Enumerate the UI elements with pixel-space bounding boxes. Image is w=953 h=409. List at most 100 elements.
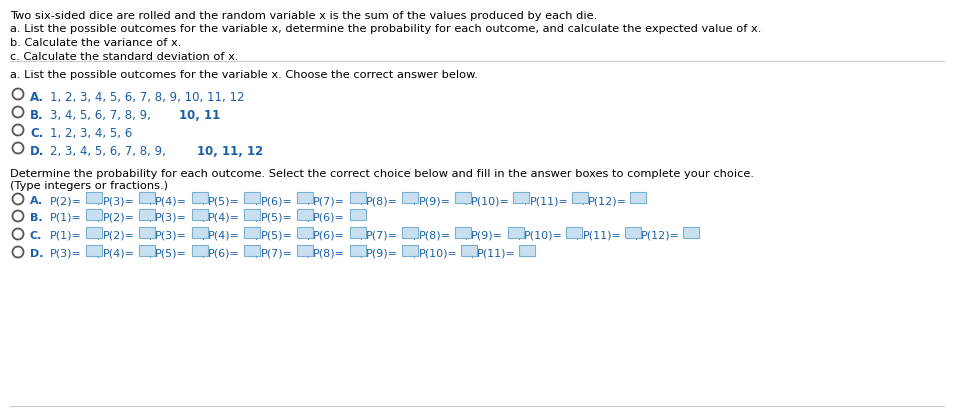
Text: ,: , xyxy=(201,249,205,259)
Text: A.: A. xyxy=(30,91,44,104)
Text: ,: , xyxy=(575,231,578,241)
FancyBboxPatch shape xyxy=(350,209,365,220)
FancyBboxPatch shape xyxy=(507,227,523,238)
Text: ,: , xyxy=(306,231,310,241)
Text: ,: , xyxy=(149,231,152,241)
Text: P(2)=: P(2)= xyxy=(103,213,134,223)
Text: ,: , xyxy=(201,231,205,241)
FancyBboxPatch shape xyxy=(455,227,471,238)
Text: ,: , xyxy=(634,231,637,241)
Text: (Type integers or fractions.): (Type integers or fractions.) xyxy=(10,181,168,191)
Text: ,: , xyxy=(412,231,415,241)
Text: ,: , xyxy=(96,231,99,241)
Text: ,: , xyxy=(201,213,205,223)
Text: a. List the possible outcomes for the variable x, determine the probability for : a. List the possible outcomes for the va… xyxy=(10,25,760,34)
FancyBboxPatch shape xyxy=(455,191,471,202)
Text: P(2)=: P(2)= xyxy=(103,231,134,241)
Text: P(10)=: P(10)= xyxy=(418,249,457,259)
FancyBboxPatch shape xyxy=(565,227,581,238)
Text: c. Calculate the standard deviation of x.: c. Calculate the standard deviation of x… xyxy=(10,52,238,61)
Text: P(11)=: P(11)= xyxy=(529,196,568,206)
Text: P(3)=: P(3)= xyxy=(155,213,187,223)
Text: P(8)=: P(8)= xyxy=(313,249,345,259)
Text: P(4)=: P(4)= xyxy=(103,249,134,259)
Text: C.: C. xyxy=(30,231,42,241)
Text: D.: D. xyxy=(30,145,45,158)
FancyBboxPatch shape xyxy=(513,191,529,202)
FancyBboxPatch shape xyxy=(296,227,313,238)
Text: P(11)=: P(11)= xyxy=(582,231,620,241)
Text: D.: D. xyxy=(30,249,44,259)
FancyBboxPatch shape xyxy=(402,227,418,238)
FancyBboxPatch shape xyxy=(139,245,155,256)
Text: ,: , xyxy=(359,231,362,241)
Text: ,: , xyxy=(522,196,526,206)
FancyBboxPatch shape xyxy=(139,191,155,202)
Text: P(10)=: P(10)= xyxy=(471,196,510,206)
Text: P(10)=: P(10)= xyxy=(523,231,562,241)
FancyBboxPatch shape xyxy=(244,227,260,238)
Text: P(4)=: P(4)= xyxy=(155,196,187,206)
FancyBboxPatch shape xyxy=(139,209,155,220)
Text: 1, 2, 3, 4, 5, 6, 7, 8, 9, 10, 11, 12: 1, 2, 3, 4, 5, 6, 7, 8, 9, 10, 11, 12 xyxy=(50,91,244,104)
FancyBboxPatch shape xyxy=(87,227,102,238)
Text: ,: , xyxy=(517,231,520,241)
FancyBboxPatch shape xyxy=(630,191,646,202)
Text: C.: C. xyxy=(30,127,43,140)
Text: P(7)=: P(7)= xyxy=(366,231,397,241)
FancyBboxPatch shape xyxy=(460,245,476,256)
FancyBboxPatch shape xyxy=(402,191,418,202)
Text: P(4)=: P(4)= xyxy=(208,213,240,223)
Text: P(2)=: P(2)= xyxy=(50,196,82,206)
FancyBboxPatch shape xyxy=(192,227,208,238)
Text: ,: , xyxy=(359,196,362,206)
Text: ,: , xyxy=(464,231,468,241)
Text: P(3)=: P(3)= xyxy=(50,249,82,259)
Text: P(3)=: P(3)= xyxy=(155,231,187,241)
Text: 10, 11, 12: 10, 11, 12 xyxy=(197,145,263,158)
Text: 3, 4, 5, 6, 7, 8, 9,: 3, 4, 5, 6, 7, 8, 9, xyxy=(50,109,154,122)
Text: P(12)=: P(12)= xyxy=(588,196,626,206)
FancyBboxPatch shape xyxy=(87,209,102,220)
Text: ,: , xyxy=(470,249,474,259)
Text: a. List the possible outcomes for the variable x. Choose the correct answer belo: a. List the possible outcomes for the va… xyxy=(10,70,477,80)
FancyBboxPatch shape xyxy=(87,245,102,256)
Text: P(5)=: P(5)= xyxy=(260,213,293,223)
Text: ,: , xyxy=(149,213,152,223)
Text: ,: , xyxy=(96,213,99,223)
Text: P(6)=: P(6)= xyxy=(208,249,239,259)
Text: ,: , xyxy=(253,196,257,206)
FancyBboxPatch shape xyxy=(350,245,365,256)
Text: P(3)=: P(3)= xyxy=(103,196,134,206)
Text: b. Calculate the variance of x.: b. Calculate the variance of x. xyxy=(10,38,181,48)
FancyBboxPatch shape xyxy=(192,209,208,220)
Text: P(9)=: P(9)= xyxy=(418,196,450,206)
FancyBboxPatch shape xyxy=(244,191,260,202)
Text: P(4)=: P(4)= xyxy=(208,231,240,241)
Text: ,: , xyxy=(253,213,257,223)
FancyBboxPatch shape xyxy=(350,191,365,202)
Text: 1, 2, 3, 4, 5, 6: 1, 2, 3, 4, 5, 6 xyxy=(50,127,132,140)
Text: ,: , xyxy=(306,249,310,259)
Text: Determine the probability for each outcome. Select the correct choice below and : Determine the probability for each outco… xyxy=(10,169,753,179)
FancyBboxPatch shape xyxy=(518,245,535,256)
FancyBboxPatch shape xyxy=(192,245,208,256)
FancyBboxPatch shape xyxy=(192,191,208,202)
Text: ,: , xyxy=(149,196,152,206)
FancyBboxPatch shape xyxy=(402,245,418,256)
FancyBboxPatch shape xyxy=(87,191,102,202)
Text: P(6)=: P(6)= xyxy=(313,213,345,223)
Text: ,: , xyxy=(359,249,362,259)
Text: P(5)=: P(5)= xyxy=(155,249,187,259)
Text: ,: , xyxy=(464,196,468,206)
FancyBboxPatch shape xyxy=(244,209,260,220)
FancyBboxPatch shape xyxy=(350,227,365,238)
Text: P(6)=: P(6)= xyxy=(260,196,293,206)
Text: P(1)=: P(1)= xyxy=(50,231,82,241)
FancyBboxPatch shape xyxy=(572,191,587,202)
Text: ,: , xyxy=(201,196,205,206)
Text: 2, 3, 4, 5, 6, 7, 8, 9,: 2, 3, 4, 5, 6, 7, 8, 9, xyxy=(50,145,170,158)
Text: P(1)=: P(1)= xyxy=(50,213,82,223)
Text: P(5)=: P(5)= xyxy=(260,231,293,241)
Text: ,: , xyxy=(580,196,584,206)
